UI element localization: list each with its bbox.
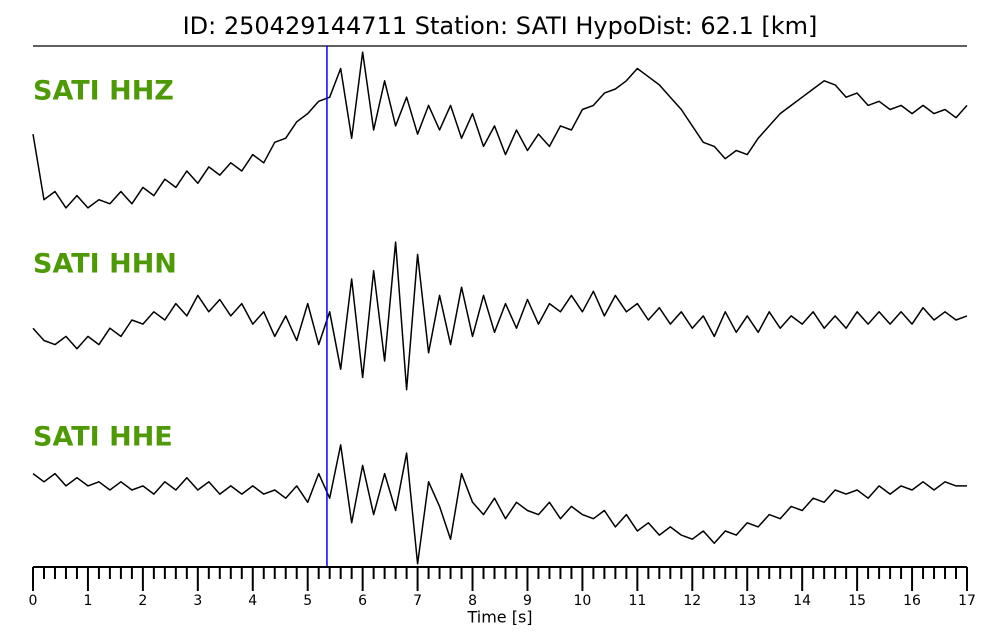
waveform (32, 241, 968, 391)
x-tick-label: 9 (523, 593, 532, 609)
x-tick-label: 1 (83, 593, 92, 609)
x-tick-label: 6 (358, 593, 367, 609)
waveform (32, 51, 968, 209)
x-tick-label: 0 (29, 593, 38, 609)
x-tick-label: 8 (468, 593, 477, 609)
trace-label: SATI HHN (33, 249, 177, 280)
x-tick-label: 13 (738, 593, 756, 609)
x-tick-label: 5 (303, 593, 312, 609)
x-tick-label: 11 (628, 593, 646, 609)
trace-label: SATI HHZ (33, 76, 174, 107)
x-tick-label: 3 (193, 593, 202, 609)
x-tick-label: 12 (683, 593, 701, 609)
x-tick-label: 10 (573, 593, 591, 609)
x-tick-label: 4 (248, 593, 257, 609)
x-tick-label: 2 (138, 593, 147, 609)
x-tick-label: 7 (413, 593, 422, 609)
waveform (32, 444, 967, 565)
trace-label: SATI HHE (33, 422, 173, 453)
x-axis-label: Time [s] (466, 608, 532, 627)
x-tick-label: 16 (903, 593, 921, 609)
x-tick-label: 17 (958, 593, 976, 609)
x-tick-label: 15 (848, 593, 866, 609)
chart-title: ID: 250429144711 Station: SATI HypoDist:… (183, 12, 818, 40)
x-tick-label: 14 (793, 593, 811, 609)
